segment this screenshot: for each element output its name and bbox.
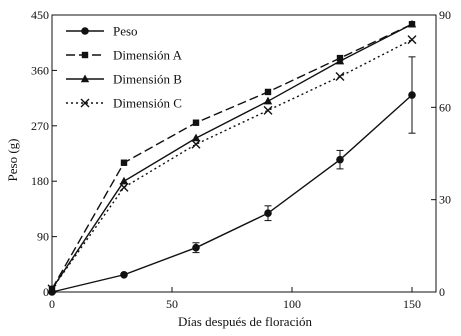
y-tick-label: 450	[31, 8, 49, 22]
legend-label: Dimensión B	[113, 72, 182, 87]
y-tick-label: 0	[43, 285, 49, 299]
data-point	[119, 176, 129, 185]
data-point	[407, 19, 417, 28]
data-point	[191, 133, 201, 142]
legend-entry: Dimensión C	[66, 96, 182, 111]
plot-frame	[51, 14, 437, 293]
y2-tick-label: 60	[439, 100, 451, 114]
data-point	[192, 119, 200, 126]
x-tick-label: 100	[283, 297, 301, 311]
y2-tick-label: 30	[439, 193, 451, 207]
y-tick-label: 360	[31, 63, 49, 77]
legend-entry: Dimensión A	[66, 48, 183, 63]
data-point	[407, 35, 417, 45]
data-point	[263, 96, 273, 105]
data-point	[335, 56, 345, 65]
x-tick-label: 150	[403, 297, 421, 311]
legend-entry: Dimensión B	[66, 72, 182, 87]
legend-label: Peso	[113, 24, 138, 39]
x-axis-title: Días después de floración	[178, 314, 312, 329]
series-line	[51, 38, 413, 290]
data-point	[120, 159, 128, 166]
y2-tick-label: 90	[439, 8, 451, 22]
legend-label: Dimensión C	[113, 96, 182, 111]
data-point	[336, 155, 344, 164]
data-point	[47, 284, 57, 294]
series-line	[51, 94, 413, 293]
legend-marker	[80, 74, 90, 83]
data-point	[120, 270, 128, 279]
y-tick-label: 270	[31, 119, 49, 133]
axes: 0 50 100 150 0 90 180 270 360 450 0 30 60 90	[31, 8, 451, 311]
series-layer	[47, 19, 417, 296]
legend-label: Dimensión A	[113, 48, 183, 63]
series-3	[47, 19, 417, 293]
y2-tick-label: 0	[439, 285, 445, 299]
series-2	[48, 21, 416, 293]
data-point	[335, 72, 345, 82]
x-tick-label: 0	[49, 297, 55, 311]
series-4	[47, 35, 417, 294]
data-point	[408, 91, 416, 99]
legend-entry: Peso	[66, 24, 138, 39]
legend-marker	[80, 98, 90, 108]
data-point	[263, 105, 273, 115]
y-tick-label: 90	[37, 230, 49, 244]
data-point	[119, 182, 129, 192]
y-tick-label: 180	[31, 174, 49, 188]
x-tick-label: 50	[166, 297, 178, 311]
data-point	[192, 243, 200, 252]
series-line	[51, 23, 413, 290]
series-line	[51, 23, 413, 290]
legend: Peso Dimensión A Dimensión B Dimensión C	[66, 24, 183, 111]
series-1	[48, 56, 416, 296]
legend-marker	[81, 27, 89, 35]
data-point	[264, 88, 272, 96]
data-point	[264, 209, 272, 218]
y-axis-title: Peso (g)	[5, 139, 20, 182]
data-point	[191, 139, 201, 149]
legend-marker	[81, 51, 89, 59]
